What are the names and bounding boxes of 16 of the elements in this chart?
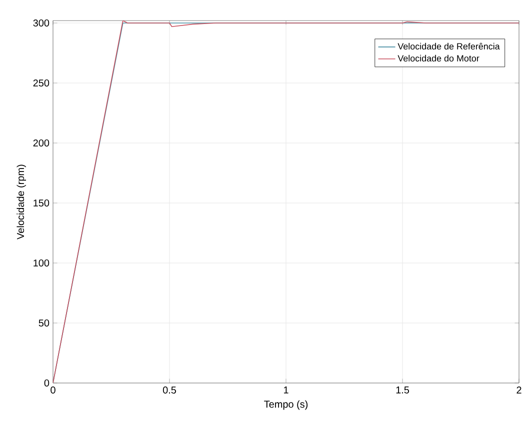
y-tick-label: 0: [44, 379, 50, 387]
x-tick-label: 0: [50, 386, 56, 394]
y-tick-label: 200: [33, 139, 50, 147]
x-tick-label: 2: [516, 386, 522, 394]
x-tick-label: 1: [284, 386, 288, 394]
x-axis-title: Tempo (s): [264, 400, 308, 410]
x-tick-label: 0.5: [162, 386, 176, 394]
x-tick-label: 1.5: [396, 386, 410, 394]
y-tick-label: 300: [33, 19, 50, 27]
y-tick-label: 250: [33, 79, 50, 87]
legend-label: Velocidade do Motor: [398, 54, 480, 62]
y-axis-title: Velocidade (rpm): [16, 164, 26, 240]
y-tick-label: 50: [38, 319, 50, 327]
y-tick-label: 100: [34, 259, 50, 267]
y-tick-label: 150: [34, 199, 50, 207]
legend-label: Velocidade de Referência: [398, 42, 500, 50]
